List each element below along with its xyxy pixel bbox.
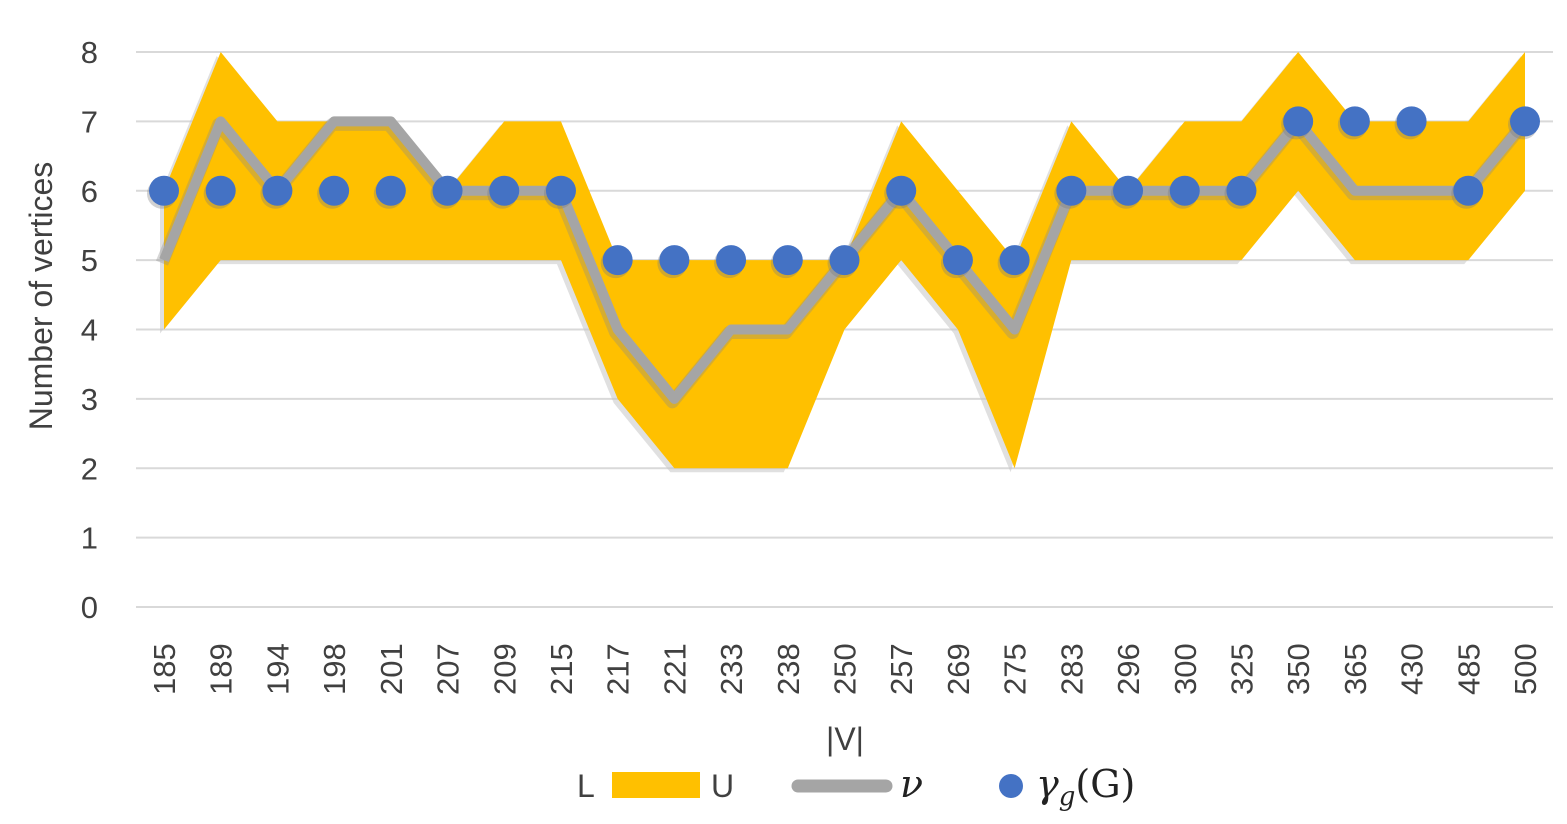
x-tick-label: 250 (828, 643, 863, 695)
y-tick-label: 5 (81, 243, 98, 278)
y-tick-label: 2 (81, 451, 98, 486)
x-tick-label: 189 (204, 643, 239, 695)
x-tick-label: 198 (317, 643, 352, 695)
x-tick-label: 500 (1508, 643, 1543, 695)
x-tick-label: 207 (431, 643, 466, 695)
gamma-point-194 (262, 175, 293, 206)
x-tick-label: 430 (1395, 643, 1430, 695)
x-tick-label: 217 (601, 643, 636, 695)
legend-label-gamma: γg(G) (1036, 762, 1135, 812)
gamma-point-189 (205, 175, 236, 206)
gamma-point-275 (999, 245, 1030, 276)
x-tick-label: 269 (941, 643, 976, 695)
legend-gamma-subscript: g (1059, 782, 1076, 812)
x-tick-label: 296 (1111, 643, 1146, 695)
gamma-point-257 (886, 175, 917, 206)
x-tick-label: 365 (1338, 643, 1373, 695)
gamma-point-201 (375, 175, 406, 206)
x-axis-ticks: 185 189 194 198 201 207 209 215 217 221 233 238 250 2… (147, 643, 1543, 695)
x-axis-title: |V| (826, 721, 864, 757)
x-tick-label: 209 (487, 643, 522, 695)
y-tick-label: 6 (81, 174, 98, 209)
legend-gamma-arg: (G) (1075, 762, 1135, 806)
gamma-point-365 (1339, 106, 1370, 137)
gamma-point-221 (659, 245, 690, 276)
gamma-point-485 (1453, 175, 1484, 206)
legend-gamma-symbol: γ (1036, 762, 1059, 806)
legend-swatch-gamma (999, 774, 1023, 798)
gamma-point-430 (1396, 106, 1427, 137)
x-tick-label: 283 (1054, 643, 1089, 695)
legend-swatch-band (612, 772, 700, 798)
y-tick-label: 0 (81, 590, 98, 625)
gamma-point-300 (1169, 175, 1200, 206)
gamma-point-238 (772, 245, 803, 276)
legend: L U ν γg(G) (577, 762, 1135, 812)
y-tick-label: 3 (81, 382, 98, 417)
legend-label-u: U (711, 768, 734, 804)
x-tick-label: 275 (998, 643, 1033, 695)
x-tick-label: 233 (714, 643, 749, 695)
x-tick-label: 185 (147, 643, 182, 695)
x-tick-label: 485 (1451, 643, 1486, 695)
x-tick-label: 194 (260, 643, 295, 695)
gamma-point-185 (149, 175, 179, 206)
gamma-point-217 (602, 245, 633, 276)
gamma-point-207 (432, 175, 463, 206)
y-axis-ticks: 0 1 2 3 4 5 6 7 8 (81, 35, 98, 625)
gamma-point-209 (489, 175, 520, 206)
x-tick-label: 325 (1224, 643, 1259, 695)
gamma-point-269 (942, 245, 973, 276)
x-tick-label: 300 (1168, 643, 1203, 695)
y-tick-label: 7 (81, 104, 98, 139)
x-tick-label: 350 (1281, 643, 1316, 695)
x-tick-label: 215 (544, 643, 579, 695)
x-tick-label: 221 (657, 643, 692, 695)
gamma-series (147, 106, 1540, 279)
legend-label-nu: ν (900, 762, 923, 806)
y-tick-label: 4 (81, 313, 98, 348)
y-axis-title: Number of vertices (23, 162, 59, 431)
y-tick-label: 8 (81, 35, 98, 70)
gamma-point-500 (1510, 106, 1540, 137)
gamma-point-233 (716, 245, 747, 276)
gamma-point-198 (319, 175, 350, 206)
gamma-point-250 (829, 245, 860, 276)
gamma-point-215 (545, 175, 576, 206)
gamma-point-283 (1056, 175, 1087, 206)
x-tick-label: 238 (771, 643, 806, 695)
gamma-point-325 (1226, 175, 1257, 206)
gamma-point-350 (1283, 106, 1314, 137)
x-tick-label: 257 (884, 643, 919, 695)
gamma-point-296 (1113, 175, 1144, 206)
x-tick-label: 201 (374, 643, 409, 695)
legend-label-l: L (577, 768, 595, 804)
y-tick-label: 1 (81, 521, 98, 556)
